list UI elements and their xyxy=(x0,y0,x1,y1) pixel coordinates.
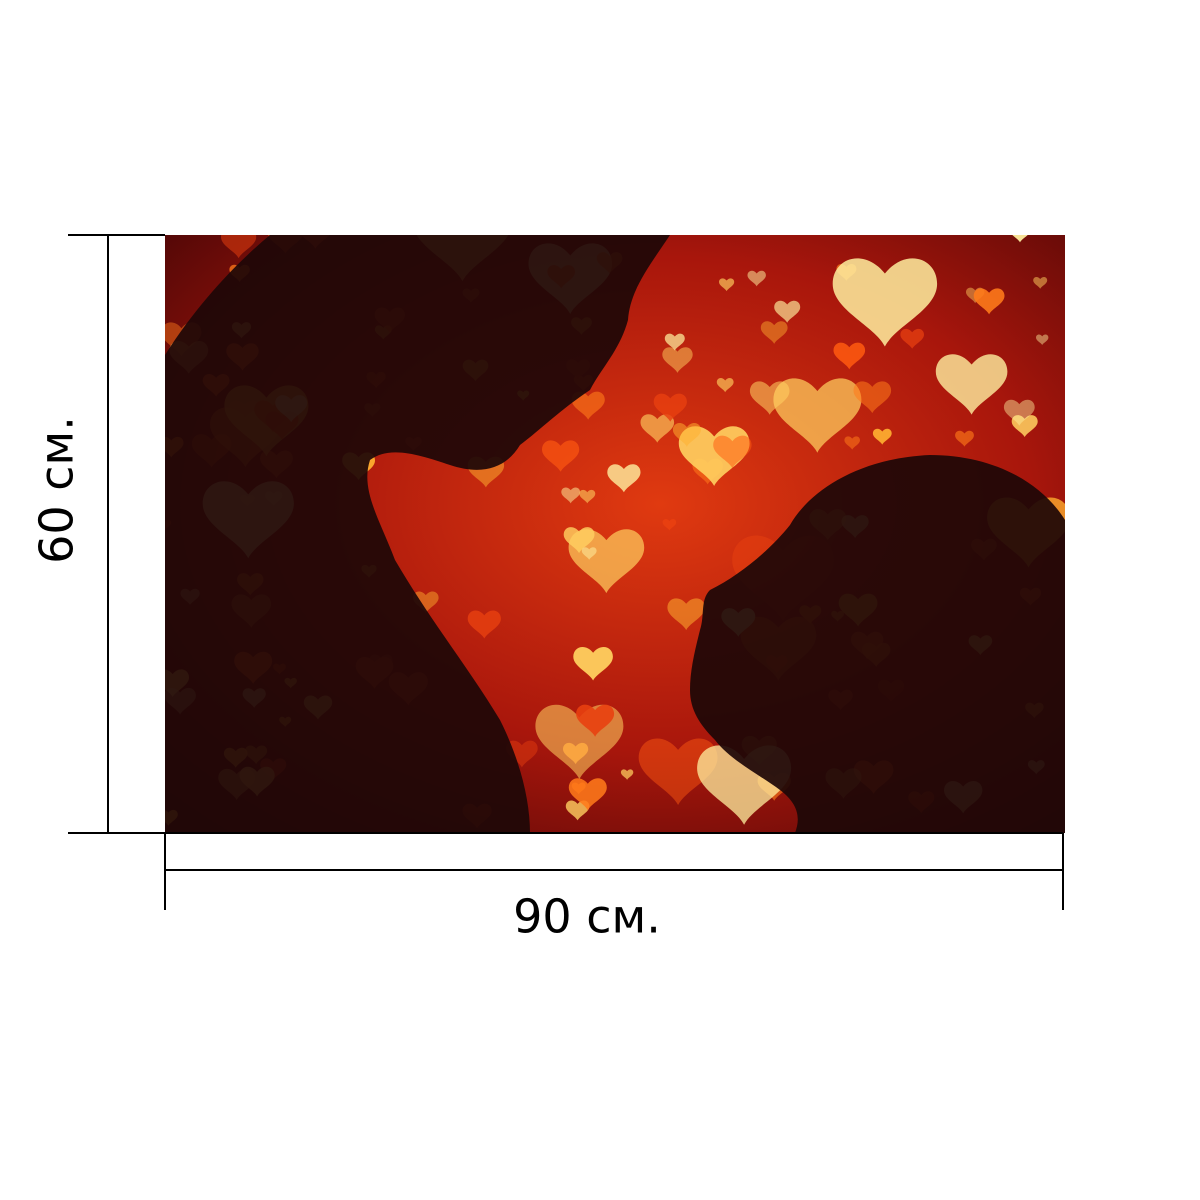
print-image xyxy=(165,235,1065,833)
silhouette-left xyxy=(165,235,670,833)
height-label: 60 см. xyxy=(30,416,84,564)
silhouette-right xyxy=(690,455,1065,833)
width-label: 90 см. xyxy=(513,890,661,944)
